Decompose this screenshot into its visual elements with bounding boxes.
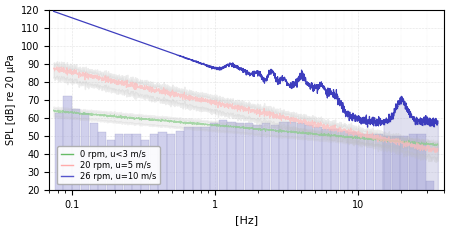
Bar <box>63 96 72 190</box>
Bar <box>417 134 426 190</box>
Bar <box>124 134 132 190</box>
Bar <box>279 122 288 190</box>
Bar <box>210 123 218 190</box>
Bar <box>90 123 98 190</box>
Bar <box>348 132 356 190</box>
Bar <box>409 134 417 190</box>
Bar <box>176 131 184 190</box>
Bar <box>81 112 89 190</box>
Bar <box>392 136 400 190</box>
Bar <box>331 129 339 190</box>
X-axis label: [Hz]: [Hz] <box>235 216 258 225</box>
Bar <box>262 123 270 190</box>
Bar <box>193 127 201 190</box>
Bar <box>158 132 166 190</box>
Bar <box>107 140 115 190</box>
Bar <box>297 123 305 190</box>
Bar <box>141 140 149 190</box>
Bar <box>202 127 210 190</box>
Bar <box>55 112 63 190</box>
Legend: 0 rpm, u<3 m/s, 20 rpm, u=5 m/s, 26 rpm, u=10 m/s: 0 rpm, u<3 m/s, 20 rpm, u=5 m/s, 26 rpm,… <box>58 146 160 184</box>
Bar <box>167 134 175 190</box>
Bar <box>357 134 365 190</box>
Bar <box>132 134 141 190</box>
Bar <box>98 132 106 190</box>
Bar <box>236 123 244 190</box>
Bar <box>245 123 253 190</box>
Bar <box>340 131 348 190</box>
Bar <box>374 134 382 190</box>
Bar <box>227 122 236 190</box>
Bar <box>184 127 193 190</box>
Bar <box>382 136 391 190</box>
Bar <box>271 125 279 190</box>
Bar <box>426 181 434 190</box>
Bar <box>72 109 80 190</box>
Bar <box>305 125 314 190</box>
Bar <box>115 134 123 190</box>
Bar <box>253 125 262 190</box>
Bar <box>288 122 296 190</box>
Bar <box>150 134 158 190</box>
Bar <box>314 127 322 190</box>
Y-axis label: SPL [dB] re 20 μPa: SPL [dB] re 20 μPa <box>5 55 16 145</box>
Bar <box>219 120 227 190</box>
Bar <box>366 134 374 190</box>
Bar <box>400 136 408 190</box>
Bar <box>322 129 331 190</box>
